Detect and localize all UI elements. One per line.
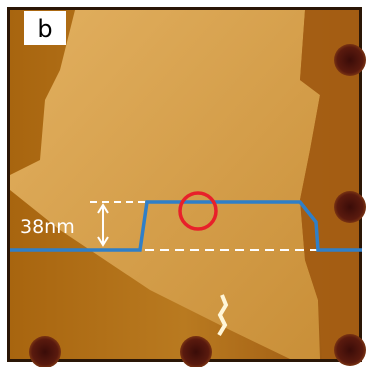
hole — [334, 44, 366, 76]
hole — [29, 336, 61, 367]
hole — [180, 336, 212, 367]
hole — [334, 334, 366, 366]
afm-figure: 38nm b — [0, 0, 367, 367]
page: 38nm b (() => { const data = JSON.parse(… — [0, 0, 367, 367]
panel-label: b — [37, 15, 52, 43]
height-label: 38nm — [20, 216, 75, 238]
hole — [334, 191, 366, 223]
